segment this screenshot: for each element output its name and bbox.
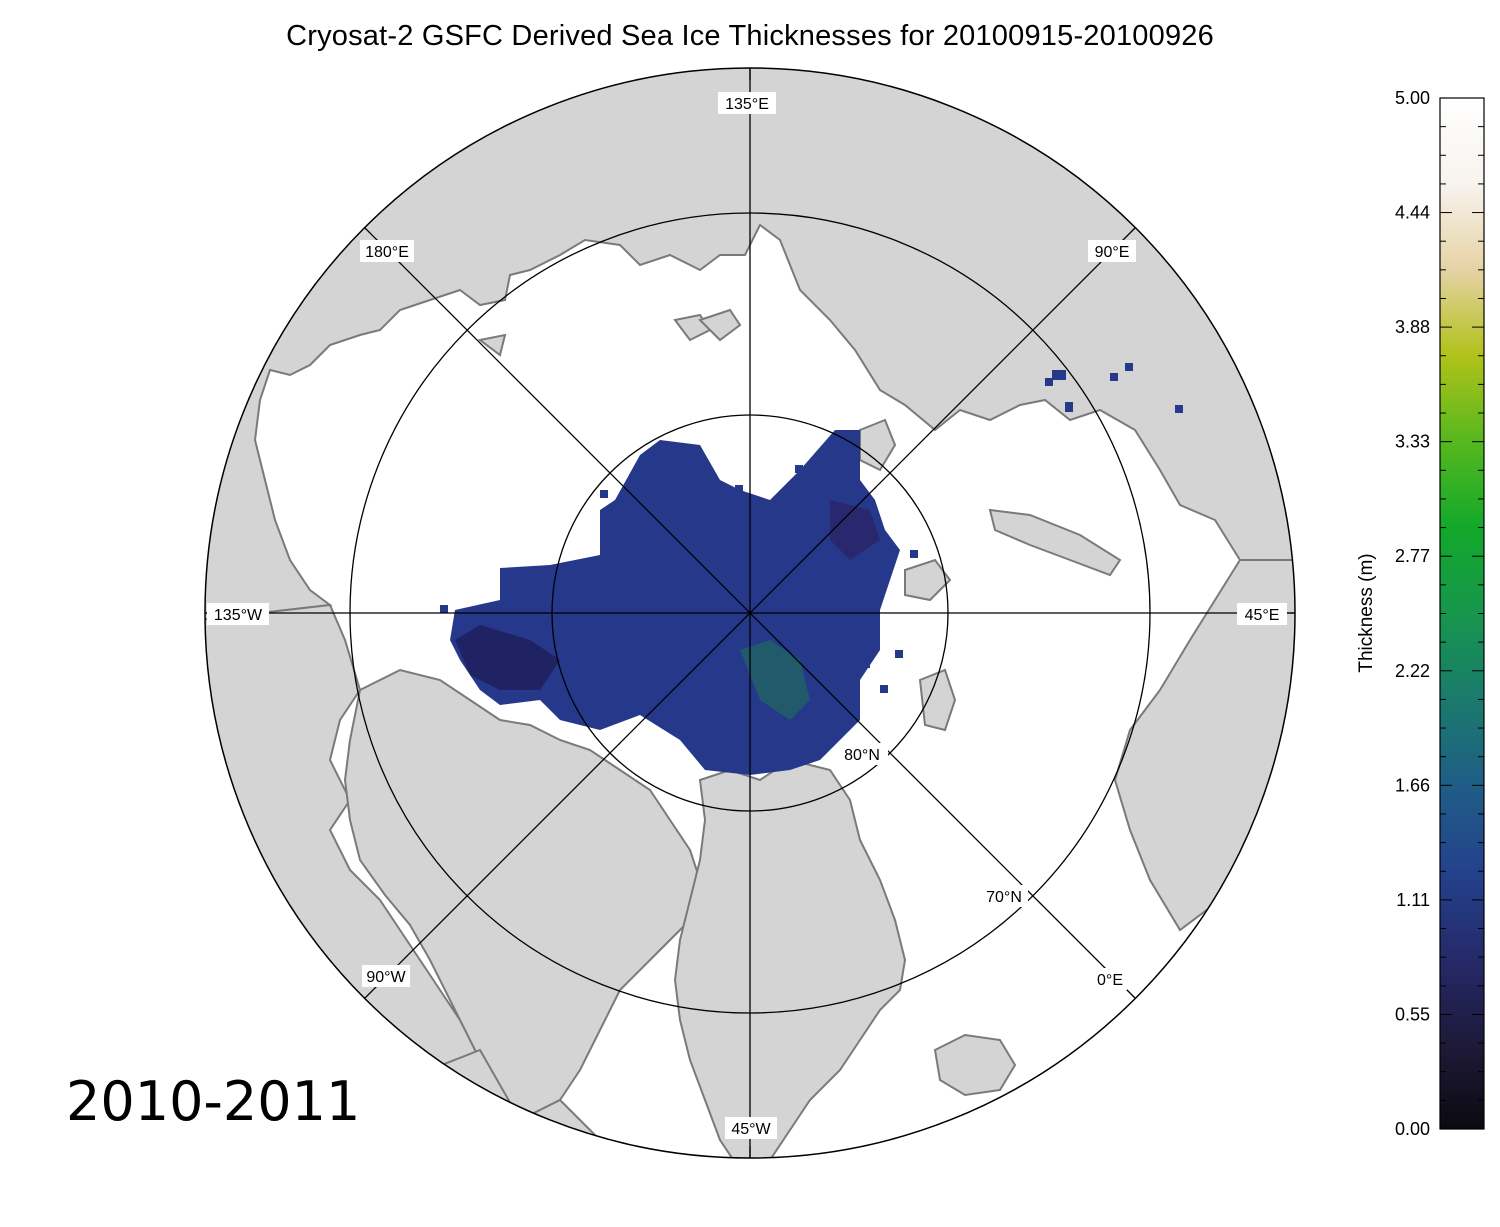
meridian-90e-90w [364,227,1136,999]
colorbar-tick-label: 2.77 [1395,546,1430,566]
meridian-labels: 135°E 90°E 45°E 0°E 45°W 90°W 135°W 180°… [207,92,1287,1139]
colorbar-ticks [1440,97,1484,1130]
colorbar-tick-label: 5.00 [1395,88,1430,108]
land-iceland [933,1033,1017,1097]
colorbar-tick-label: 3.88 [1395,317,1430,337]
sea-ice-green-patch [740,640,810,720]
sea-ice-purple-patch [830,500,880,560]
colorbar-tick-label: 0.00 [1395,1119,1430,1139]
land-greenland [673,758,907,1158]
sea-ice-dark-patch [455,625,560,690]
colorbar-title: Thickness (m) [1356,553,1377,672]
colorbar-tick-label: 3.33 [1395,432,1430,452]
land-eurasia-north [205,68,1295,622]
label-90w: 90°W [366,969,406,986]
colorbar-bar [1439,97,1485,1130]
season-label: 2010-2011 [66,1070,361,1133]
colorbar-tick-label: 1.11 [1396,890,1430,910]
graticule [205,68,1295,1158]
label-180e: 180°E [365,244,409,261]
label-90e: 90°E [1095,244,1130,261]
label-45e: 45°E [1245,607,1280,624]
map-title: Cryosat-2 GSFC Derived Sea Ice Thickness… [286,20,1214,52]
land-severnaya-east [698,308,742,342]
colorbar-tick-label: 4.44 [1395,203,1430,223]
label-135e: 135°E [725,96,769,113]
colorbar-tick-labels: 0.00 0.55 1.11 1.66 2.22 2.77 3.33 3.88 4.44 5.00 [1395,88,1430,1139]
label-0e: 0°E [1097,972,1123,989]
latitude-labels: 80°N 70°N [838,743,1028,907]
label-45w: 45°W [731,1121,771,1138]
sea-ice-scattered-cells [440,363,1183,693]
land-svalbard [918,668,957,732]
land-canadian-archipelago [343,668,702,1122]
land-wrangel [477,333,507,357]
sea-ice-thickness-field [440,363,1183,775]
colorbar-tick-label: 0.55 [1395,1004,1430,1024]
colorbar-tick-label: 1.66 [1395,775,1430,795]
colorbar-tick-label: 2.22 [1395,661,1430,681]
label-80n: 80°N [844,747,880,764]
label-135w: 135°W [214,607,263,624]
land-franz-josef [904,558,952,602]
label-70n: 70°N [986,889,1022,906]
land-novaya-zemlya [988,508,1122,577]
